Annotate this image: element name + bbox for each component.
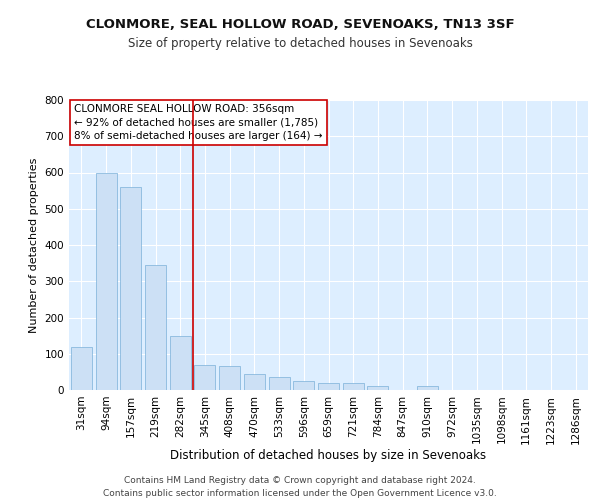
Bar — [417, 386, 438, 390]
Bar — [145, 265, 166, 390]
Y-axis label: Number of detached properties: Number of detached properties — [29, 158, 39, 332]
Bar — [293, 381, 314, 390]
Bar — [343, 383, 364, 390]
Bar — [269, 378, 290, 390]
Text: Size of property relative to detached houses in Sevenoaks: Size of property relative to detached ho… — [128, 38, 472, 51]
Bar — [170, 336, 191, 390]
Bar — [194, 364, 215, 390]
Text: CLONMORE SEAL HOLLOW ROAD: 356sqm
← 92% of detached houses are smaller (1,785)
8: CLONMORE SEAL HOLLOW ROAD: 356sqm ← 92% … — [74, 104, 323, 141]
Text: Contains HM Land Registry data © Crown copyright and database right 2024.
Contai: Contains HM Land Registry data © Crown c… — [103, 476, 497, 498]
Bar — [71, 346, 92, 390]
Bar — [95, 172, 116, 390]
X-axis label: Distribution of detached houses by size in Sevenoaks: Distribution of detached houses by size … — [170, 449, 487, 462]
Bar — [120, 187, 141, 390]
Bar — [318, 383, 339, 390]
Text: CLONMORE, SEAL HOLLOW ROAD, SEVENOAKS, TN13 3SF: CLONMORE, SEAL HOLLOW ROAD, SEVENOAKS, T… — [86, 18, 514, 30]
Bar — [219, 366, 240, 390]
Bar — [367, 386, 388, 390]
Bar — [244, 374, 265, 390]
